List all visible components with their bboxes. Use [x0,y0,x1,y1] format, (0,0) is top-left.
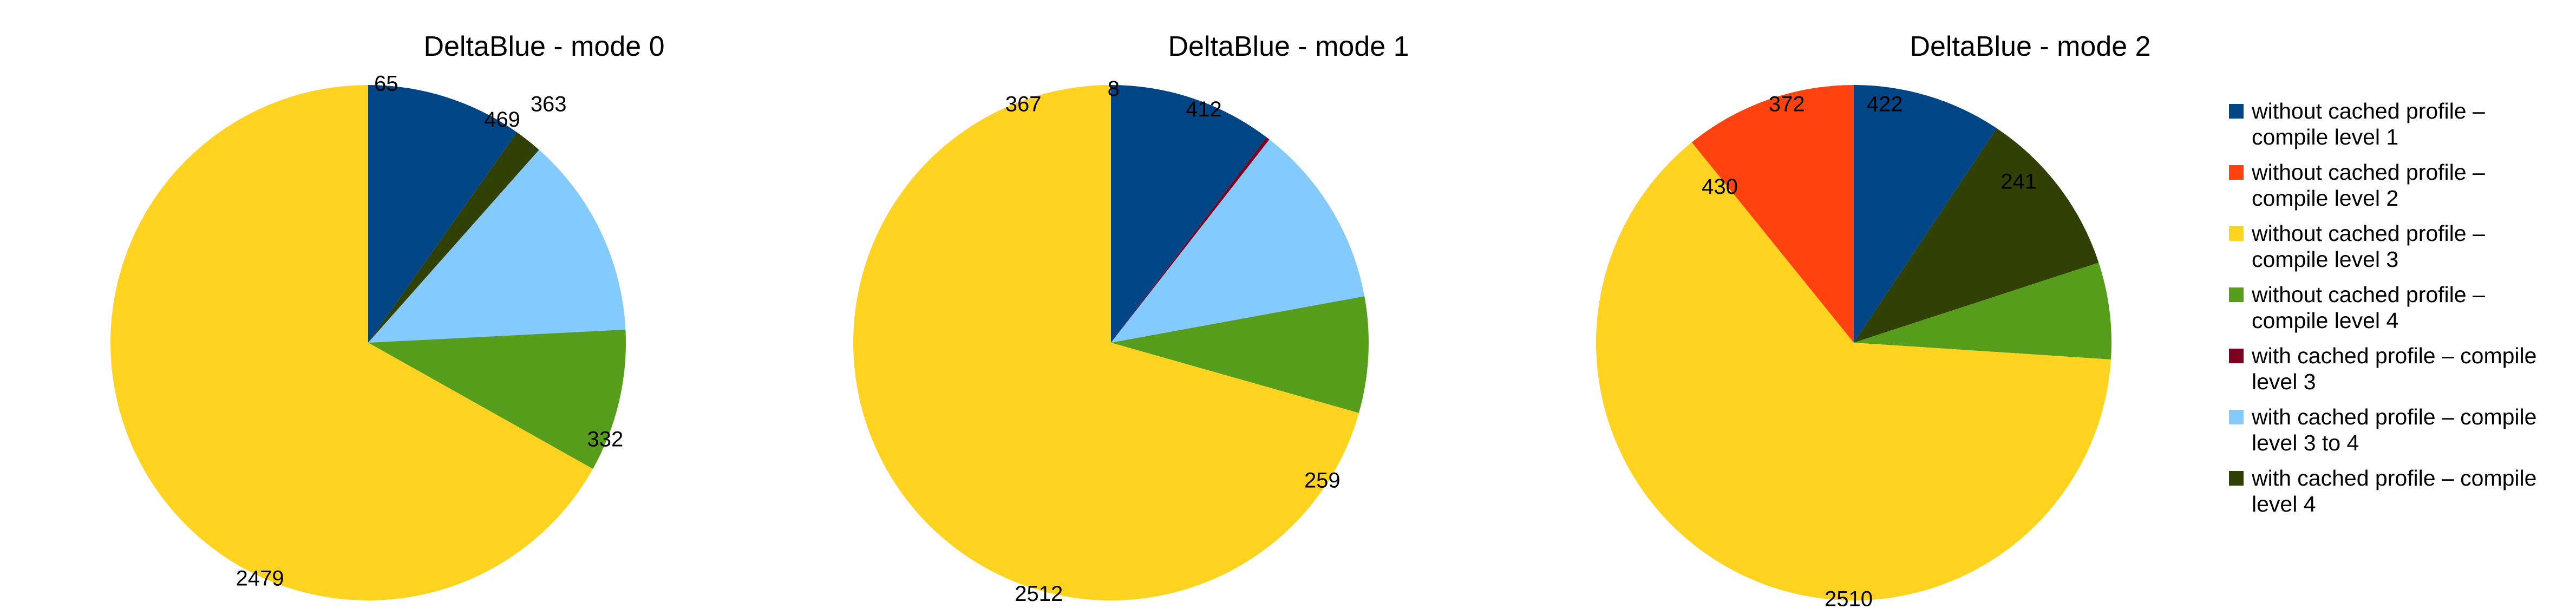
data-label: 2512 [1015,582,1063,606]
chart-title: DeltaBlue - mode 1 [1168,31,1409,62]
pie-slice [368,132,539,343]
legend-label: compile level 3 [2252,247,2398,272]
pie-slice [1596,142,2111,601]
legend-swatch [2229,165,2244,180]
pie-slice [1111,139,1365,343]
pie-slice [853,85,1359,601]
pie-slice [110,85,593,601]
pie-chart-mode-0: DeltaBlue - mode 0 363 65 469 332 2479 [110,31,665,601]
legend: without cached profile –compile level 1w… [2229,99,2536,516]
data-label: 372 [1769,93,1805,116]
pie-slice [1854,263,2111,360]
pie-slice [1691,85,1854,343]
pie-chart-mode-2: DeltaBlue - mode 2 372 422 241 2510 430 [1596,31,2151,611]
pie-slice [1854,128,2099,343]
pie-slice [368,85,517,343]
legend-swatch [2229,349,2244,363]
pie-slice [1111,137,1270,343]
legend-label: without cached profile – [2251,99,2485,123]
data-label: 65 [374,72,398,96]
legend-label: level 3 to 4 [2252,430,2359,455]
pie-chart-mode-1: DeltaBlue - mode 1 367 8 412 259 2512 [853,31,1409,606]
legend-label: level 4 [2252,492,2316,516]
data-label: 469 [484,108,520,132]
data-label: 8 [1108,77,1120,101]
pie-slice [1111,296,1369,413]
pie-slice [368,329,626,469]
legend-swatch [2229,471,2244,486]
data-label: 2510 [1825,587,1873,611]
legend-label: without cached profile – [2251,160,2485,185]
legend-swatch [2229,287,2244,302]
data-label: 241 [2000,169,2037,193]
data-label: 332 [587,427,624,451]
legend-swatch [2229,410,2244,424]
chart-title: DeltaBlue - mode 2 [1910,31,2150,62]
legend-label: with cached profile – compile [2251,404,2536,429]
legend-swatch [2229,104,2244,119]
data-label: 422 [1867,93,1903,116]
legend-label: without cached profile – [2251,221,2485,246]
legend-label: level 3 [2252,369,2316,394]
chart-title: DeltaBlue - mode 0 [423,31,664,62]
data-label: 259 [1304,469,1341,493]
legend-label: compile level 4 [2252,308,2398,333]
legend-label: without cached profile – [2251,282,2485,307]
data-label: 412 [1186,97,1222,121]
legend-label: with cached profile – compile [2251,343,2536,368]
pie-slice [368,149,626,343]
legend-swatch [2229,226,2244,241]
data-label: 430 [1702,175,1738,199]
legend-label: compile level 1 [2252,125,2398,149]
data-label: 367 [1005,93,1042,116]
pie-slice [1854,85,1997,343]
data-label: 363 [531,93,567,116]
legend-label: compile level 2 [2252,186,2398,211]
data-label: 2479 [236,566,284,590]
pie-slice [1111,85,1267,343]
legend-label: with cached profile – compile [2251,466,2536,490]
